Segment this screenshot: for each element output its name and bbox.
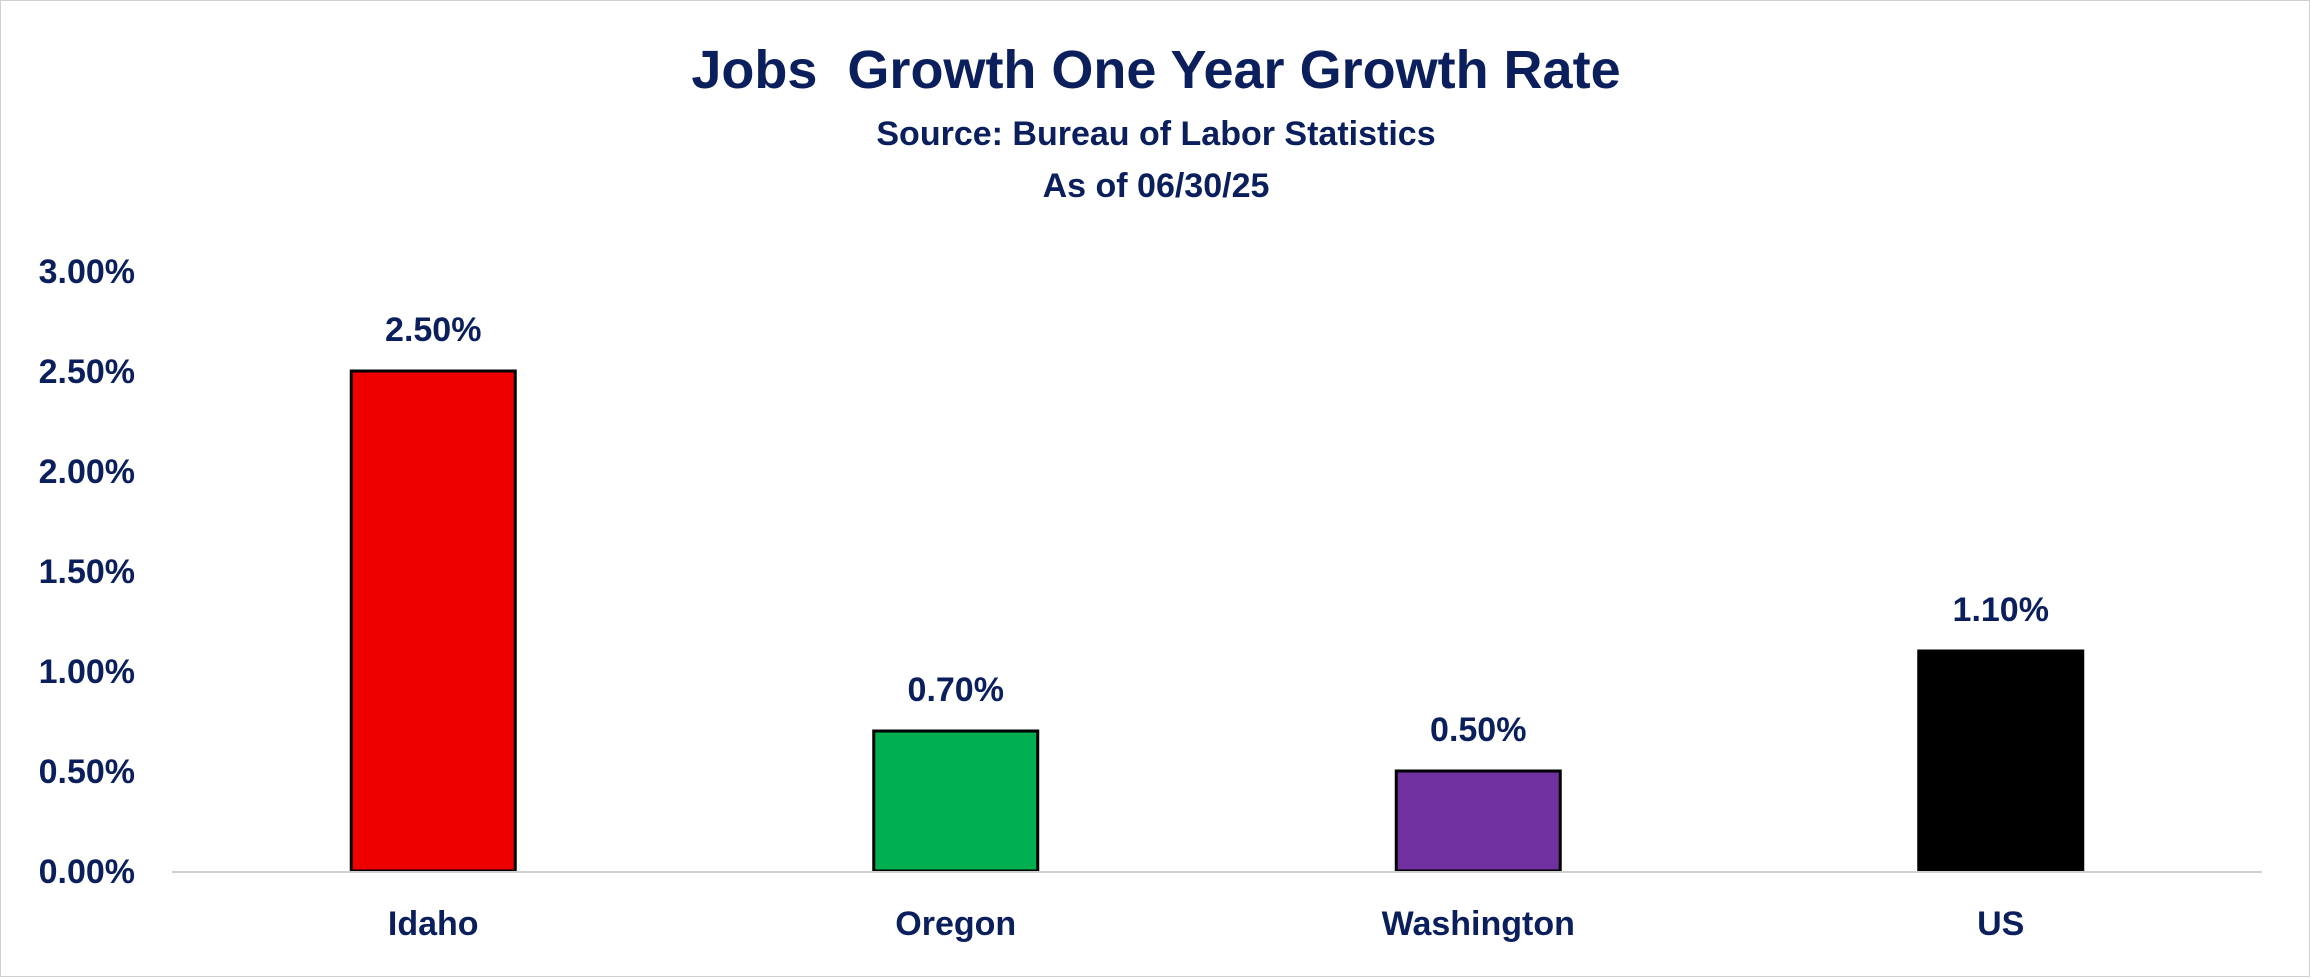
y-tick-label: 2.00% — [39, 453, 135, 491]
bar-washington — [1394, 769, 1562, 873]
chart-title: Jobs Growth One Year Growth Rate — [691, 40, 1621, 100]
data-label: 1.10% — [1953, 591, 2049, 629]
data-label: 0.70% — [908, 671, 1004, 709]
category-label: Oregon — [895, 905, 1016, 943]
y-tick-label: 3.00% — [39, 253, 135, 291]
bar-us — [1917, 649, 2085, 873]
y-tick-label: 1.50% — [39, 553, 135, 591]
category-label: Idaho — [388, 905, 479, 943]
category-label: US — [1977, 905, 2024, 943]
bar-oregon — [872, 729, 1040, 873]
y-tick-label: 0.50% — [39, 753, 135, 791]
data-label: 0.50% — [1430, 711, 1526, 749]
bar-idaho — [349, 369, 517, 873]
y-tick-label: 0.00% — [39, 853, 135, 891]
category-label: Washington — [1382, 905, 1575, 943]
y-tick-label: 1.00% — [39, 653, 135, 691]
y-tick-label: 2.50% — [39, 353, 135, 391]
data-label: 2.50% — [385, 311, 481, 349]
chart-subtitle-date: As of 06/30/25 — [1042, 167, 1270, 205]
chart-subtitle-source: Source: Bureau of Labor Statistics — [876, 115, 1436, 153]
